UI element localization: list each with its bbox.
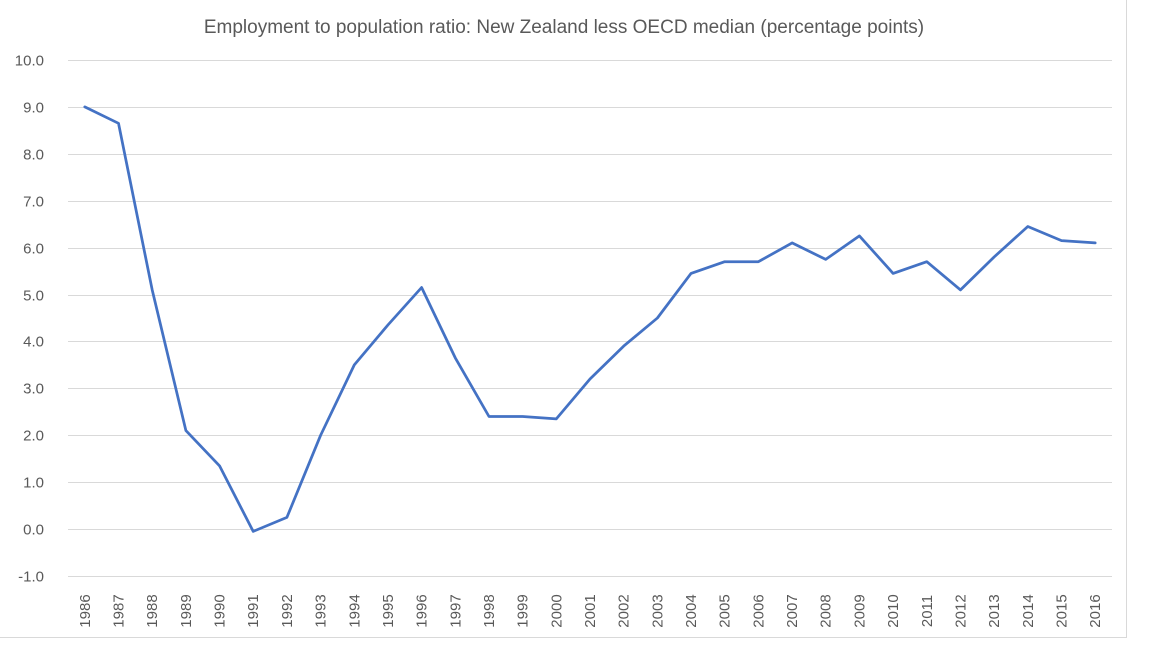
chart-title: Employment to population ratio: New Zeal… xyxy=(204,17,924,38)
x-tick-label: 2016 xyxy=(1087,594,1104,627)
x-tick-label: 1998 xyxy=(481,594,498,627)
x-tick-label: 2011 xyxy=(919,595,936,627)
x-tick-label: 2009 xyxy=(851,594,868,627)
x-tick-label: 1987 xyxy=(111,594,128,627)
x-tick-label: 2013 xyxy=(986,594,1003,627)
x-tick-label: 1992 xyxy=(279,594,296,627)
x-tick-label: 1989 xyxy=(178,594,195,627)
y-tick-label: -1.0 xyxy=(18,569,44,586)
x-tick-label: 1988 xyxy=(144,594,161,627)
y-tick-label: 8.0 xyxy=(23,147,44,164)
x-tick-label: 1999 xyxy=(515,594,532,627)
x-tick-label: 2002 xyxy=(616,594,633,627)
x-tick-label: 1990 xyxy=(212,594,229,627)
y-tick-label: 7.0 xyxy=(23,194,44,211)
x-tick-label: 2015 xyxy=(1053,594,1070,627)
x-tick-label: 2007 xyxy=(784,594,801,627)
x-axis-tick-labels: 1986 1987 1988 1989 1990 1991 1992 1993 1994 1995… xyxy=(77,594,1104,627)
gridlines xyxy=(68,60,1112,577)
y-tick-label: 10.0 xyxy=(15,53,44,70)
series-line xyxy=(83,105,1097,533)
y-tick-label: 4.0 xyxy=(23,334,44,351)
x-tick-label: 2000 xyxy=(548,594,565,627)
x-tick-label: 1996 xyxy=(414,594,431,627)
y-tick-label: 5.0 xyxy=(23,288,44,305)
y-tick-label: 3.0 xyxy=(23,381,44,398)
y-axis-tick-labels: 10.0 9.0 8.0 7.0 6.0 5.0 4.0 3.0 2.0 1.0 0.0 -1.0 xyxy=(15,53,44,586)
x-tick-label: 1991 xyxy=(245,594,262,627)
x-tick-label: 2001 xyxy=(582,594,599,627)
x-tick-label: 2014 xyxy=(1020,594,1037,627)
x-tick-label: 2006 xyxy=(750,594,767,627)
x-tick-label: 1993 xyxy=(313,594,330,627)
x-tick-label: 2008 xyxy=(818,594,835,627)
chart-area: Employment to population ratio: New Zeal… xyxy=(0,0,1127,638)
line-chart: Employment to population ratio: New Zeal… xyxy=(15,17,1112,628)
x-tick-label: 1997 xyxy=(447,594,464,627)
y-tick-label: 6.0 xyxy=(23,241,44,258)
y-tick-label: 0.0 xyxy=(23,522,44,539)
x-tick-label: 1994 xyxy=(346,594,363,627)
x-tick-label: 2003 xyxy=(649,594,666,627)
x-tick-label: 1995 xyxy=(380,594,397,627)
y-tick-label: 9.0 xyxy=(23,100,44,117)
x-tick-label: 2010 xyxy=(885,594,902,627)
y-tick-label: 1.0 xyxy=(23,475,44,492)
series-layer xyxy=(83,105,1097,533)
x-tick-label: 1986 xyxy=(77,594,94,627)
x-tick-label: 2005 xyxy=(717,594,734,627)
x-tick-label: 2004 xyxy=(683,594,700,627)
y-tick-label: 2.0 xyxy=(23,428,44,445)
x-tick-label: 2012 xyxy=(952,594,969,627)
